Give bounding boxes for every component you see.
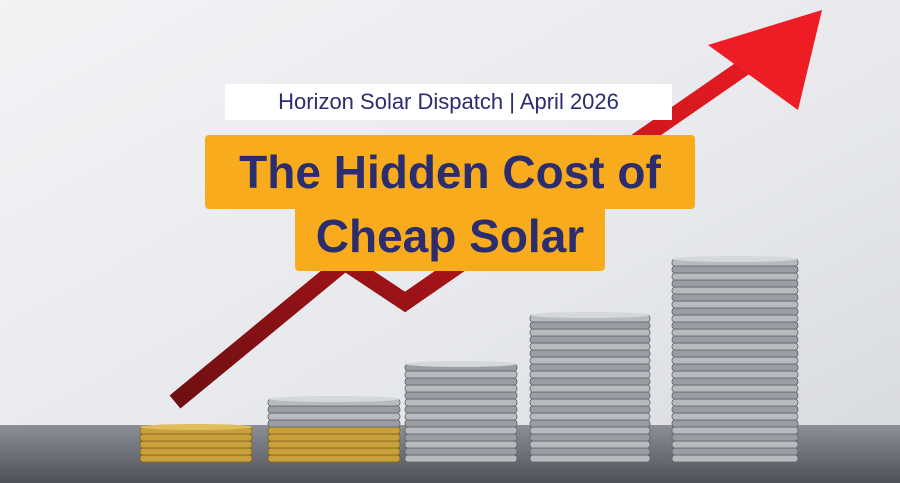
coin-stacks [139, 256, 799, 463]
coin [404, 419, 518, 428]
coin [672, 256, 798, 262]
coin [671, 342, 799, 351]
coin [671, 433, 799, 442]
coin [139, 433, 253, 442]
coin [267, 426, 401, 435]
coin [671, 391, 799, 400]
coin [529, 335, 651, 344]
coin [529, 363, 651, 372]
coin [671, 454, 799, 463]
kicker: Horizon Solar Dispatch | April 2026 [225, 84, 672, 120]
coin [529, 377, 651, 386]
coin [529, 391, 651, 400]
coin [671, 349, 799, 358]
coin [671, 412, 799, 421]
coin [671, 363, 799, 372]
coin [671, 328, 799, 337]
coin [671, 384, 799, 393]
coin [529, 433, 651, 442]
coin [404, 391, 518, 400]
coin [404, 454, 518, 463]
coin [529, 342, 651, 351]
coin [404, 370, 518, 379]
coin [671, 300, 799, 309]
coin [268, 396, 400, 402]
coin [404, 398, 518, 407]
coin [529, 321, 651, 330]
coin [529, 398, 651, 407]
coin [404, 412, 518, 421]
coin [267, 412, 401, 421]
coin [671, 293, 799, 302]
coin [671, 419, 799, 428]
coin [529, 426, 651, 435]
coin [404, 426, 518, 435]
coin [267, 440, 401, 449]
coin [529, 454, 651, 463]
coin [404, 447, 518, 456]
coin [529, 356, 651, 365]
coin [671, 447, 799, 456]
coin [529, 384, 651, 393]
coin [404, 377, 518, 386]
coin [671, 286, 799, 295]
coin [671, 426, 799, 435]
coin [671, 356, 799, 365]
coin [671, 265, 799, 274]
coin [139, 440, 253, 449]
title-line: The Hidden Cost of [205, 135, 695, 209]
coin [404, 405, 518, 414]
coin [529, 419, 651, 428]
coin [671, 307, 799, 316]
coin [404, 384, 518, 393]
coin [671, 440, 799, 449]
coin [671, 377, 799, 386]
coin [671, 405, 799, 414]
coin [267, 433, 401, 442]
coin [139, 447, 253, 456]
coin [529, 370, 651, 379]
coin [529, 349, 651, 358]
coin [529, 328, 651, 337]
coin [671, 335, 799, 344]
coin [404, 433, 518, 442]
coin [671, 279, 799, 288]
coin [405, 361, 517, 367]
coin [671, 370, 799, 379]
coin [404, 440, 518, 449]
coin [671, 321, 799, 330]
coin [267, 405, 401, 414]
coin [139, 454, 253, 463]
coin [671, 398, 799, 407]
coin [529, 412, 651, 421]
coin [529, 405, 651, 414]
coin [671, 314, 799, 323]
coin [529, 440, 651, 449]
coin [140, 424, 252, 430]
coin [671, 272, 799, 281]
title-line: Cheap Solar [295, 205, 605, 271]
arrow-head [708, 10, 822, 110]
coin [267, 454, 401, 463]
coin [529, 447, 651, 456]
coin [267, 447, 401, 456]
coin [530, 312, 650, 318]
coin [267, 419, 401, 428]
